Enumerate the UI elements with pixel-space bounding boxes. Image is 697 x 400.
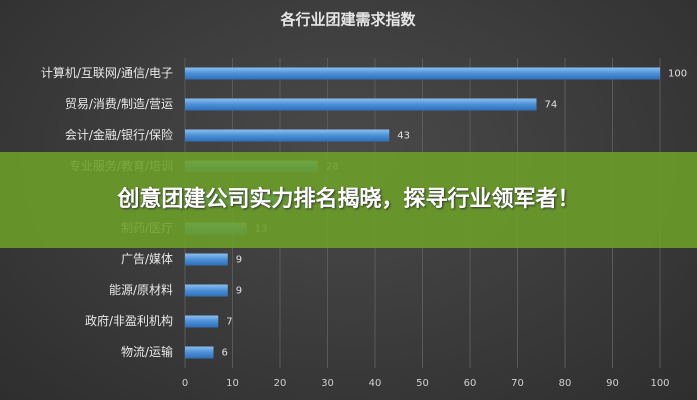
bar — [185, 67, 660, 80]
y-tick-label: 能源/原材料 — [109, 283, 173, 297]
value-label: 74 — [545, 100, 558, 111]
x-tick-label: 0 — [182, 378, 188, 389]
value-label: 6 — [222, 348, 228, 359]
x-tick-label: 20 — [274, 378, 287, 389]
y-tick-label: 贸易/消费/制造/营运 — [65, 97, 173, 111]
value-label: 9 — [236, 286, 242, 297]
x-tick-label: 30 — [321, 378, 334, 389]
y-tick-label: 计算机/互联网/通信/电子 — [41, 65, 173, 80]
x-tick-label: 100 — [650, 378, 669, 389]
bar — [185, 253, 228, 266]
banner: 创意团建公司实力排名揭晓，探寻行业领军者！ — [0, 152, 697, 248]
value-label: 9 — [236, 255, 242, 266]
y-tick-label: 会计/金融/银行/保险 — [65, 127, 173, 142]
value-label: 7 — [226, 317, 232, 328]
bar — [185, 346, 214, 359]
x-tick-label: 10 — [226, 378, 239, 389]
y-tick-label: 广告/媒体 — [121, 252, 173, 266]
x-tick-label: 90 — [606, 378, 619, 389]
bar — [185, 284, 228, 297]
x-tick-label: 70 — [511, 378, 524, 389]
x-tick-label: 60 — [464, 378, 477, 389]
bar — [185, 98, 537, 111]
banner-text: 创意团建公司实力排名揭晓，探寻行业领军者！ — [117, 187, 580, 212]
chart-title: 各行业团建需求指数 — [279, 11, 416, 29]
value-label: 43 — [397, 131, 410, 142]
bar — [185, 315, 219, 328]
x-tick-label: 40 — [369, 378, 382, 389]
bar — [185, 129, 390, 142]
y-tick-label: 政府/非盈利机构 — [85, 313, 173, 328]
x-tick-label: 80 — [559, 378, 572, 389]
x-tick-label: 50 — [416, 378, 429, 389]
y-tick-label: 物流/运输 — [121, 344, 173, 359]
value-label: 100 — [668, 69, 687, 80]
